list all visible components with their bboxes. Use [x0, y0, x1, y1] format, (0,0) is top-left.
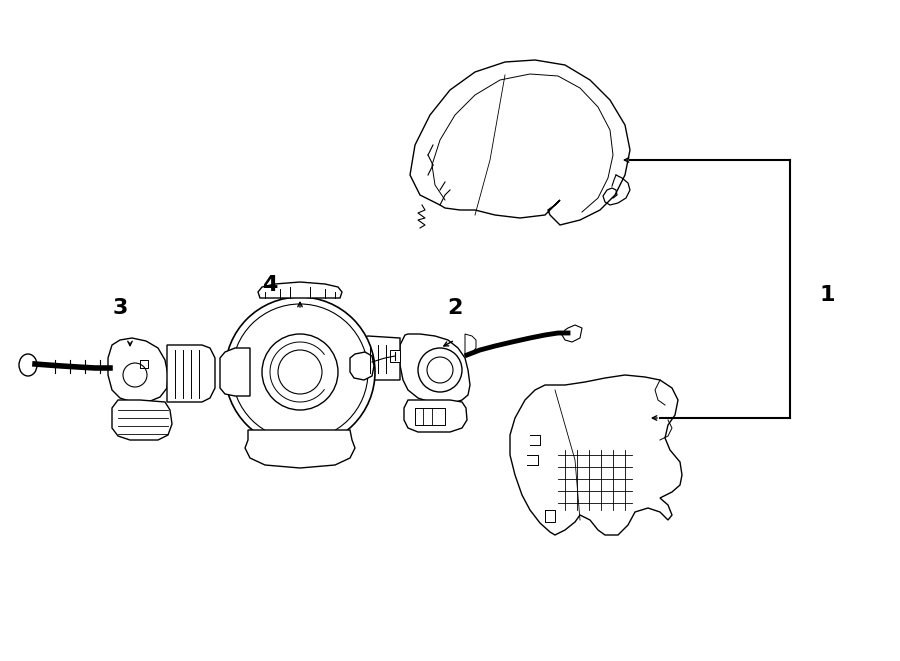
Circle shape [262, 334, 338, 410]
Text: 1: 1 [820, 285, 835, 305]
Polygon shape [350, 352, 374, 380]
Polygon shape [220, 348, 250, 396]
Circle shape [427, 357, 453, 383]
Polygon shape [245, 430, 355, 468]
Polygon shape [410, 60, 630, 225]
Ellipse shape [19, 354, 37, 376]
Polygon shape [167, 345, 215, 402]
Text: 3: 3 [112, 298, 128, 318]
Polygon shape [108, 338, 168, 402]
Circle shape [232, 304, 368, 440]
Polygon shape [400, 334, 470, 404]
Polygon shape [112, 400, 172, 440]
Polygon shape [510, 375, 682, 535]
Polygon shape [258, 282, 342, 298]
Circle shape [278, 350, 322, 394]
Text: 2: 2 [447, 298, 463, 318]
Circle shape [123, 363, 147, 387]
Polygon shape [404, 400, 467, 432]
Text: 4: 4 [262, 275, 278, 295]
Circle shape [418, 348, 462, 392]
Polygon shape [465, 334, 476, 356]
Circle shape [225, 297, 375, 447]
Polygon shape [562, 325, 582, 342]
Polygon shape [354, 336, 400, 380]
Polygon shape [390, 350, 400, 362]
